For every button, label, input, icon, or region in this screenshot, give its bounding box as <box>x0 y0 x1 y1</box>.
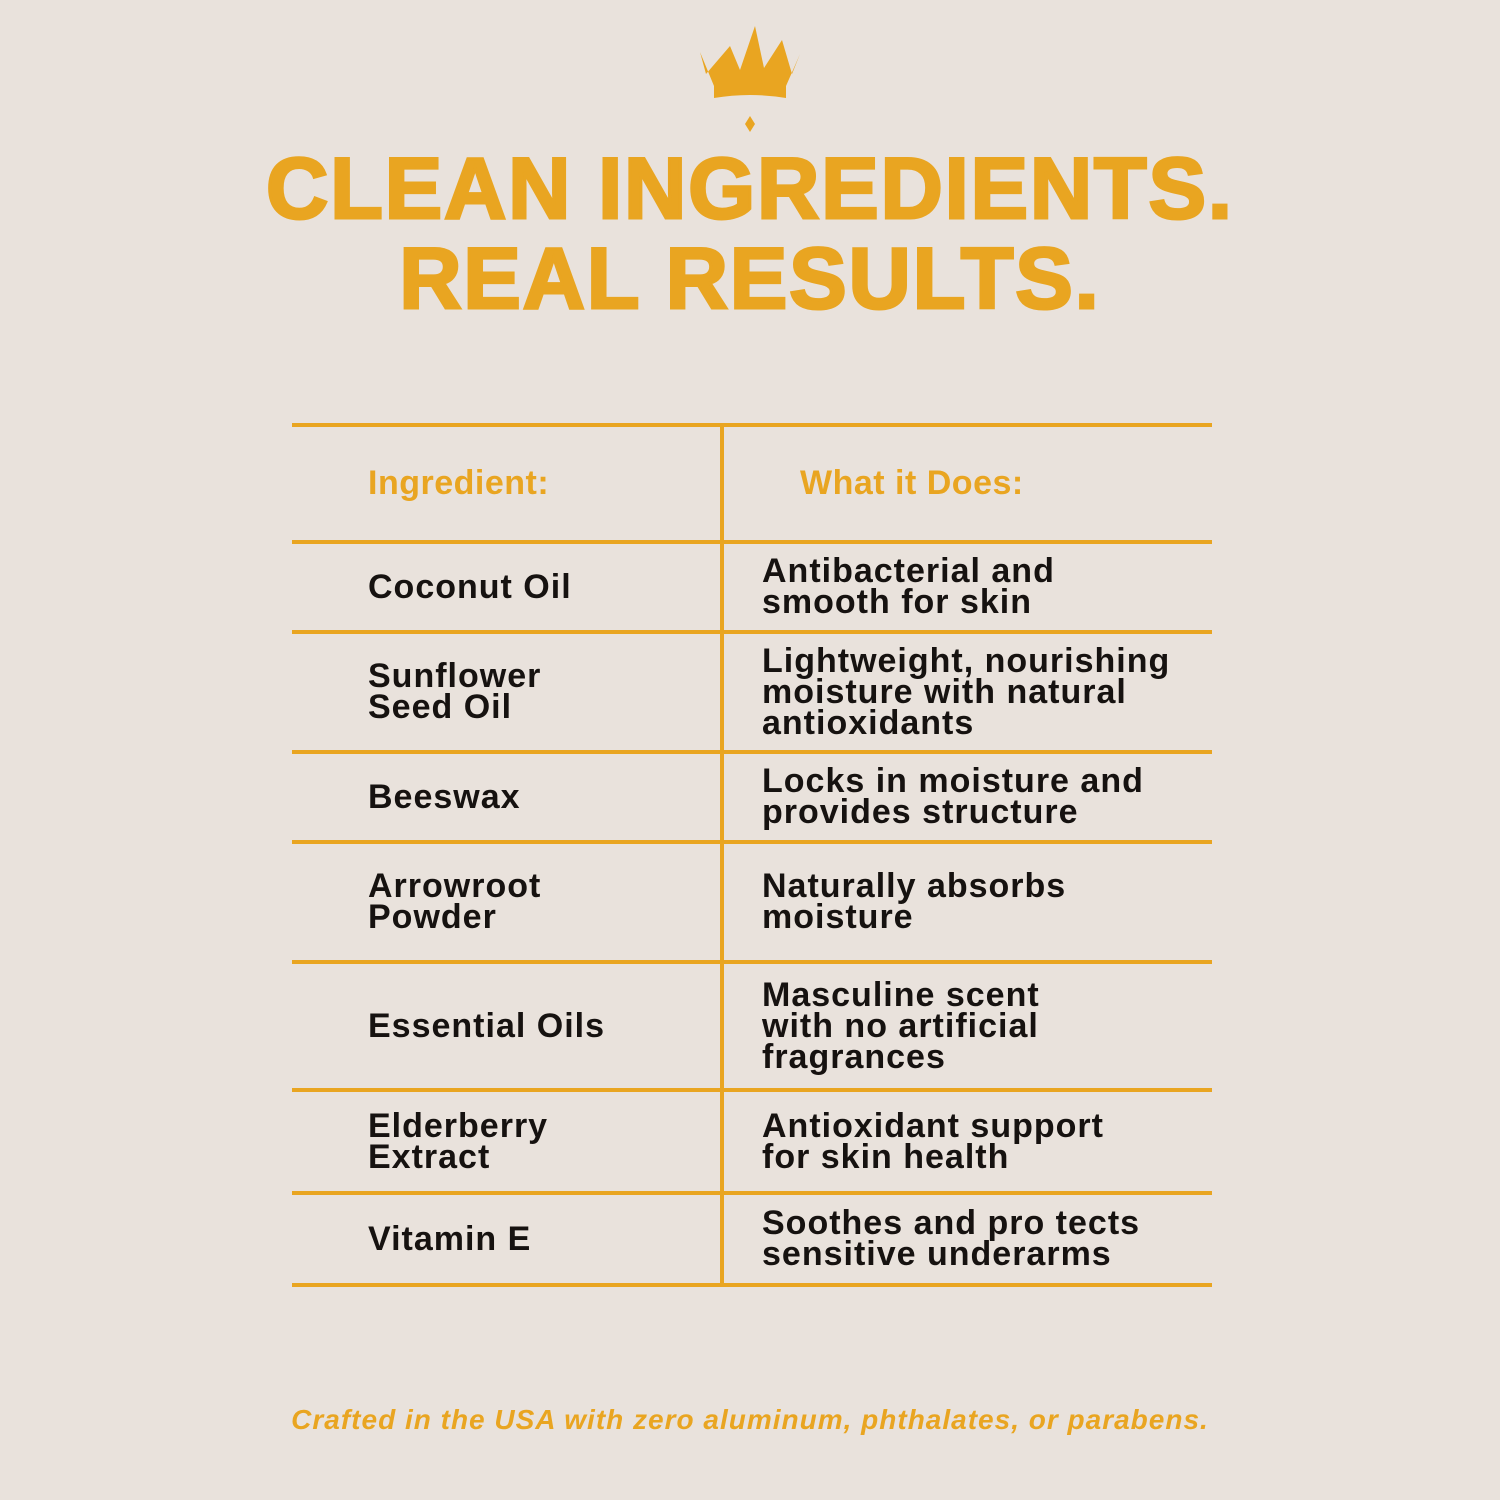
table-header-row: Ingredient: What it Does: <box>292 423 1212 544</box>
table-row: Beeswax Locks in moisture and provides st… <box>292 754 1212 844</box>
table-row: Essential Oils Masculine scent with no ar… <box>292 964 1212 1092</box>
table-row: Sunflower Seed Oil Lightweight, nourishin… <box>292 634 1212 754</box>
description-cell: Naturally absorbs moisture <box>724 844 1212 960</box>
footer-note: Crafted in the USA with zero aluminum, p… <box>291 1404 1209 1435</box>
ingredient-cell: Beeswax <box>292 754 724 840</box>
description-cell: Locks in moisture and provides structure <box>724 754 1212 840</box>
ingredient-cell: Coconut Oil <box>292 544 724 630</box>
description-cell: Antioxidant support for skin health <box>724 1092 1212 1191</box>
ingredient-name: Vitamin E <box>368 1219 532 1258</box>
table-row: Vitamin E Soothes and pro tects sensitive… <box>292 1195 1212 1287</box>
ingredient-description: Masculine scent with no artificial fragr… <box>762 975 1040 1076</box>
header-ingredient: Ingredient: <box>292 427 724 540</box>
ingredient-cell: Sunflower Seed Oil <box>292 634 724 750</box>
ingredient-name: Sunflower Seed Oil <box>368 657 542 726</box>
ingredient-name: Beeswax <box>368 777 521 816</box>
ingredients-table: Ingredient: What it Does: Coconut Oil Ant… <box>292 423 1212 1287</box>
description-cell: Soothes and pro tects sensitive underarm… <box>724 1195 1212 1283</box>
ingredient-cell: Vitamin E <box>292 1195 724 1283</box>
header-what-it-does: What it Does: <box>800 464 1024 502</box>
ingredient-description: Lightweight, nourishing moisture with na… <box>762 641 1171 742</box>
ingredient-name: Essential Oils <box>368 1006 605 1045</box>
headline-line-1: CLEAN INGREDIENTS. <box>265 141 1234 237</box>
crown-icon <box>700 26 800 132</box>
ingredient-cell: Essential Oils <box>292 964 724 1088</box>
table-row: Arrowroot Powder Naturally absorbs moistu… <box>292 844 1212 964</box>
ingredient-description: Antioxidant support for skin health <box>762 1106 1104 1176</box>
ingredient-cell: Elderberry Extract <box>292 1092 724 1191</box>
headline-line-2: REAL RESULTS. <box>398 231 1101 327</box>
table-row: Coconut Oil Antibacterial and smooth for … <box>292 544 1212 634</box>
ingredient-name: Arrowroot Powder <box>368 867 542 936</box>
table-row: Elderberry Extract Antioxidant support fo… <box>292 1092 1212 1195</box>
ingredient-cell: Arrowroot Powder <box>292 844 724 960</box>
ingredient-description: Locks in moisture and provides structure <box>762 762 1144 831</box>
ingredient-description: Soothes and pro tects sensitive underarm… <box>762 1204 1141 1273</box>
ingredient-description: Antibacterial and smooth for skin <box>762 552 1055 621</box>
ingredient-name: Elderberry Extract <box>368 1106 549 1176</box>
description-cell: Masculine scent with no artificial fragr… <box>724 964 1212 1088</box>
ingredient-description: Naturally absorbs moisture <box>762 867 1067 936</box>
ingredient-name: Coconut Oil <box>368 567 572 606</box>
description-cell: Lightweight, nourishing moisture with na… <box>724 634 1212 750</box>
description-cell: Antibacterial and smooth for skin <box>724 544 1212 630</box>
